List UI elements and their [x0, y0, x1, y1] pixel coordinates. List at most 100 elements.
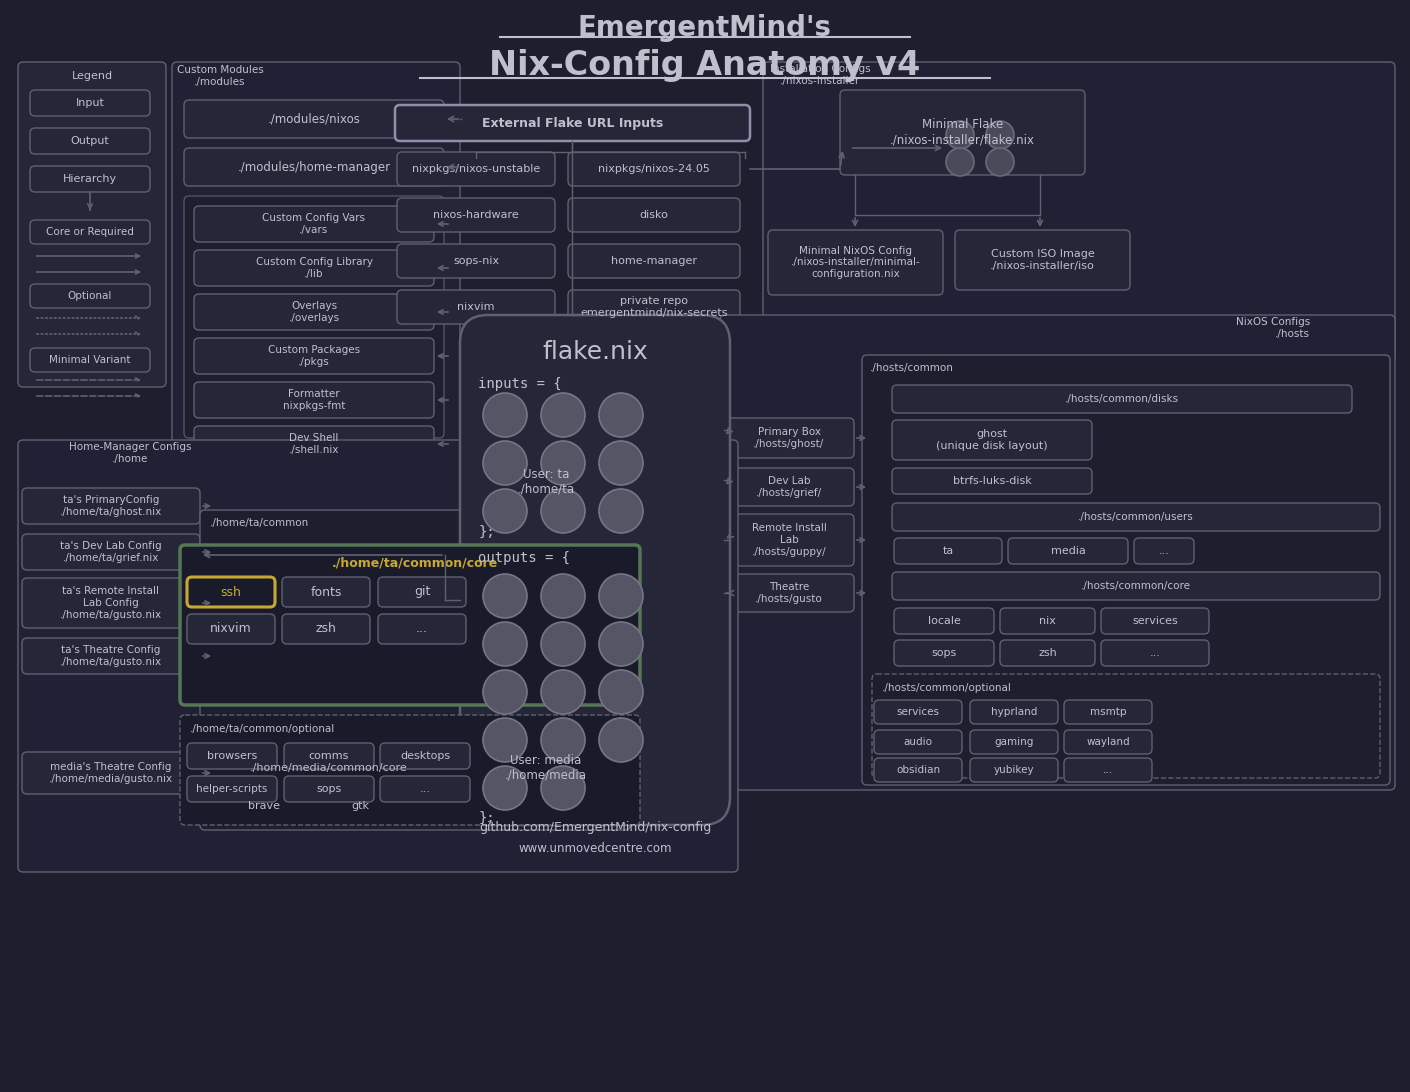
Text: ...: ...: [416, 622, 429, 636]
FancyBboxPatch shape: [283, 776, 374, 802]
FancyBboxPatch shape: [894, 538, 1003, 563]
Text: Home-Manager Configs
./home: Home-Manager Configs ./home: [69, 442, 192, 464]
FancyBboxPatch shape: [874, 758, 962, 782]
Text: Core or Required: Core or Required: [47, 227, 134, 237]
FancyBboxPatch shape: [183, 195, 444, 438]
FancyBboxPatch shape: [180, 715, 640, 824]
Text: External Flake URL Inputs: External Flake URL Inputs: [482, 117, 663, 130]
FancyBboxPatch shape: [395, 105, 750, 141]
Text: desktops: desktops: [400, 751, 450, 761]
FancyBboxPatch shape: [568, 152, 740, 186]
Circle shape: [484, 670, 527, 714]
FancyBboxPatch shape: [18, 62, 166, 387]
FancyBboxPatch shape: [768, 230, 943, 295]
Text: Legend: Legend: [72, 71, 113, 81]
FancyBboxPatch shape: [180, 545, 640, 705]
Text: obsidian: obsidian: [895, 765, 940, 775]
Circle shape: [541, 441, 585, 485]
Text: Custom Packages
./pkgs: Custom Packages ./pkgs: [268, 345, 360, 367]
FancyBboxPatch shape: [874, 729, 962, 753]
Text: ./hosts/common/optional: ./hosts/common/optional: [883, 682, 1012, 693]
Text: Minimal Flake
./nixos-installer/flake.nix: Minimal Flake ./nixos-installer/flake.ni…: [890, 119, 1035, 146]
FancyBboxPatch shape: [568, 290, 740, 324]
Text: zsh: zsh: [316, 622, 337, 636]
FancyBboxPatch shape: [381, 743, 470, 769]
Text: nixvim: nixvim: [457, 302, 495, 312]
FancyBboxPatch shape: [723, 514, 854, 566]
Circle shape: [599, 441, 643, 485]
Circle shape: [599, 393, 643, 437]
FancyBboxPatch shape: [398, 290, 556, 324]
FancyBboxPatch shape: [893, 503, 1380, 531]
Circle shape: [484, 393, 527, 437]
FancyBboxPatch shape: [398, 152, 556, 186]
FancyBboxPatch shape: [378, 577, 465, 607]
FancyBboxPatch shape: [23, 534, 200, 570]
Text: comms: comms: [309, 751, 350, 761]
Text: zsh: zsh: [1038, 648, 1058, 658]
Text: ./hosts/common/core: ./hosts/common/core: [1081, 581, 1191, 591]
Text: Remote Install
Lab
./hosts/guppy/: Remote Install Lab ./hosts/guppy/: [752, 523, 826, 557]
Circle shape: [599, 489, 643, 533]
Circle shape: [541, 670, 585, 714]
Text: User: media
./home/media: User: media ./home/media: [505, 753, 587, 782]
Text: Minimal Variant: Minimal Variant: [49, 355, 131, 365]
FancyBboxPatch shape: [23, 488, 200, 524]
FancyBboxPatch shape: [1065, 758, 1152, 782]
Text: helper-scripts: helper-scripts: [196, 784, 268, 794]
FancyBboxPatch shape: [1008, 538, 1128, 563]
Text: ./home/ta/common/optional: ./home/ta/common/optional: [190, 724, 336, 734]
Text: btrfs-luks-disk: btrfs-luks-disk: [953, 476, 1031, 486]
Circle shape: [484, 489, 527, 533]
Text: sops: sops: [932, 648, 956, 658]
Text: Theatre
./hosts/gusto: Theatre ./hosts/gusto: [756, 582, 823, 604]
Text: ssh: ssh: [220, 585, 241, 598]
Text: flake.nix: flake.nix: [541, 340, 647, 364]
Text: media: media: [1050, 546, 1086, 556]
FancyBboxPatch shape: [1101, 608, 1208, 634]
FancyBboxPatch shape: [378, 614, 465, 644]
Text: nix: nix: [1039, 616, 1056, 626]
FancyBboxPatch shape: [195, 206, 434, 242]
FancyBboxPatch shape: [214, 752, 444, 784]
FancyBboxPatch shape: [282, 577, 369, 607]
FancyBboxPatch shape: [18, 440, 737, 873]
Text: sops-nix: sops-nix: [453, 256, 499, 266]
Circle shape: [541, 574, 585, 618]
Circle shape: [986, 149, 1014, 176]
Text: github.com/EmergentMind/nix-config: github.com/EmergentMind/nix-config: [479, 821, 711, 834]
Text: Dev Lab
./hosts/grief/: Dev Lab ./hosts/grief/: [756, 476, 822, 498]
FancyBboxPatch shape: [188, 743, 276, 769]
FancyBboxPatch shape: [183, 149, 444, 186]
FancyBboxPatch shape: [1065, 729, 1152, 753]
Text: Optional: Optional: [68, 290, 113, 301]
FancyBboxPatch shape: [723, 574, 854, 612]
FancyBboxPatch shape: [30, 348, 149, 372]
Text: Dev Shell
./shell.nix: Dev Shell ./shell.nix: [289, 434, 340, 454]
Text: inputs = {: inputs = {: [478, 377, 561, 391]
FancyBboxPatch shape: [398, 198, 556, 232]
FancyBboxPatch shape: [188, 776, 276, 802]
Text: www.unmovedcentre.com: www.unmovedcentre.com: [519, 842, 671, 855]
Text: nixpkgs/nixos-unstable: nixpkgs/nixos-unstable: [412, 164, 540, 174]
FancyBboxPatch shape: [195, 250, 434, 286]
FancyBboxPatch shape: [381, 776, 470, 802]
Text: ta's Dev Lab Config
./home/ta/grief.nix: ta's Dev Lab Config ./home/ta/grief.nix: [61, 542, 162, 562]
FancyBboxPatch shape: [862, 355, 1390, 785]
FancyBboxPatch shape: [195, 426, 434, 462]
FancyBboxPatch shape: [970, 700, 1058, 724]
FancyBboxPatch shape: [840, 90, 1086, 175]
FancyBboxPatch shape: [23, 578, 200, 628]
Text: yubikey: yubikey: [994, 765, 1035, 775]
Text: nixpkgs/nixos-24.05: nixpkgs/nixos-24.05: [598, 164, 711, 174]
Circle shape: [484, 622, 527, 666]
Circle shape: [484, 719, 527, 762]
FancyBboxPatch shape: [183, 100, 444, 138]
Circle shape: [986, 121, 1014, 149]
FancyBboxPatch shape: [568, 198, 740, 232]
FancyBboxPatch shape: [316, 793, 405, 819]
Circle shape: [541, 765, 585, 810]
FancyBboxPatch shape: [893, 420, 1091, 460]
Text: outputs = {: outputs = {: [478, 551, 570, 565]
FancyBboxPatch shape: [23, 752, 200, 794]
